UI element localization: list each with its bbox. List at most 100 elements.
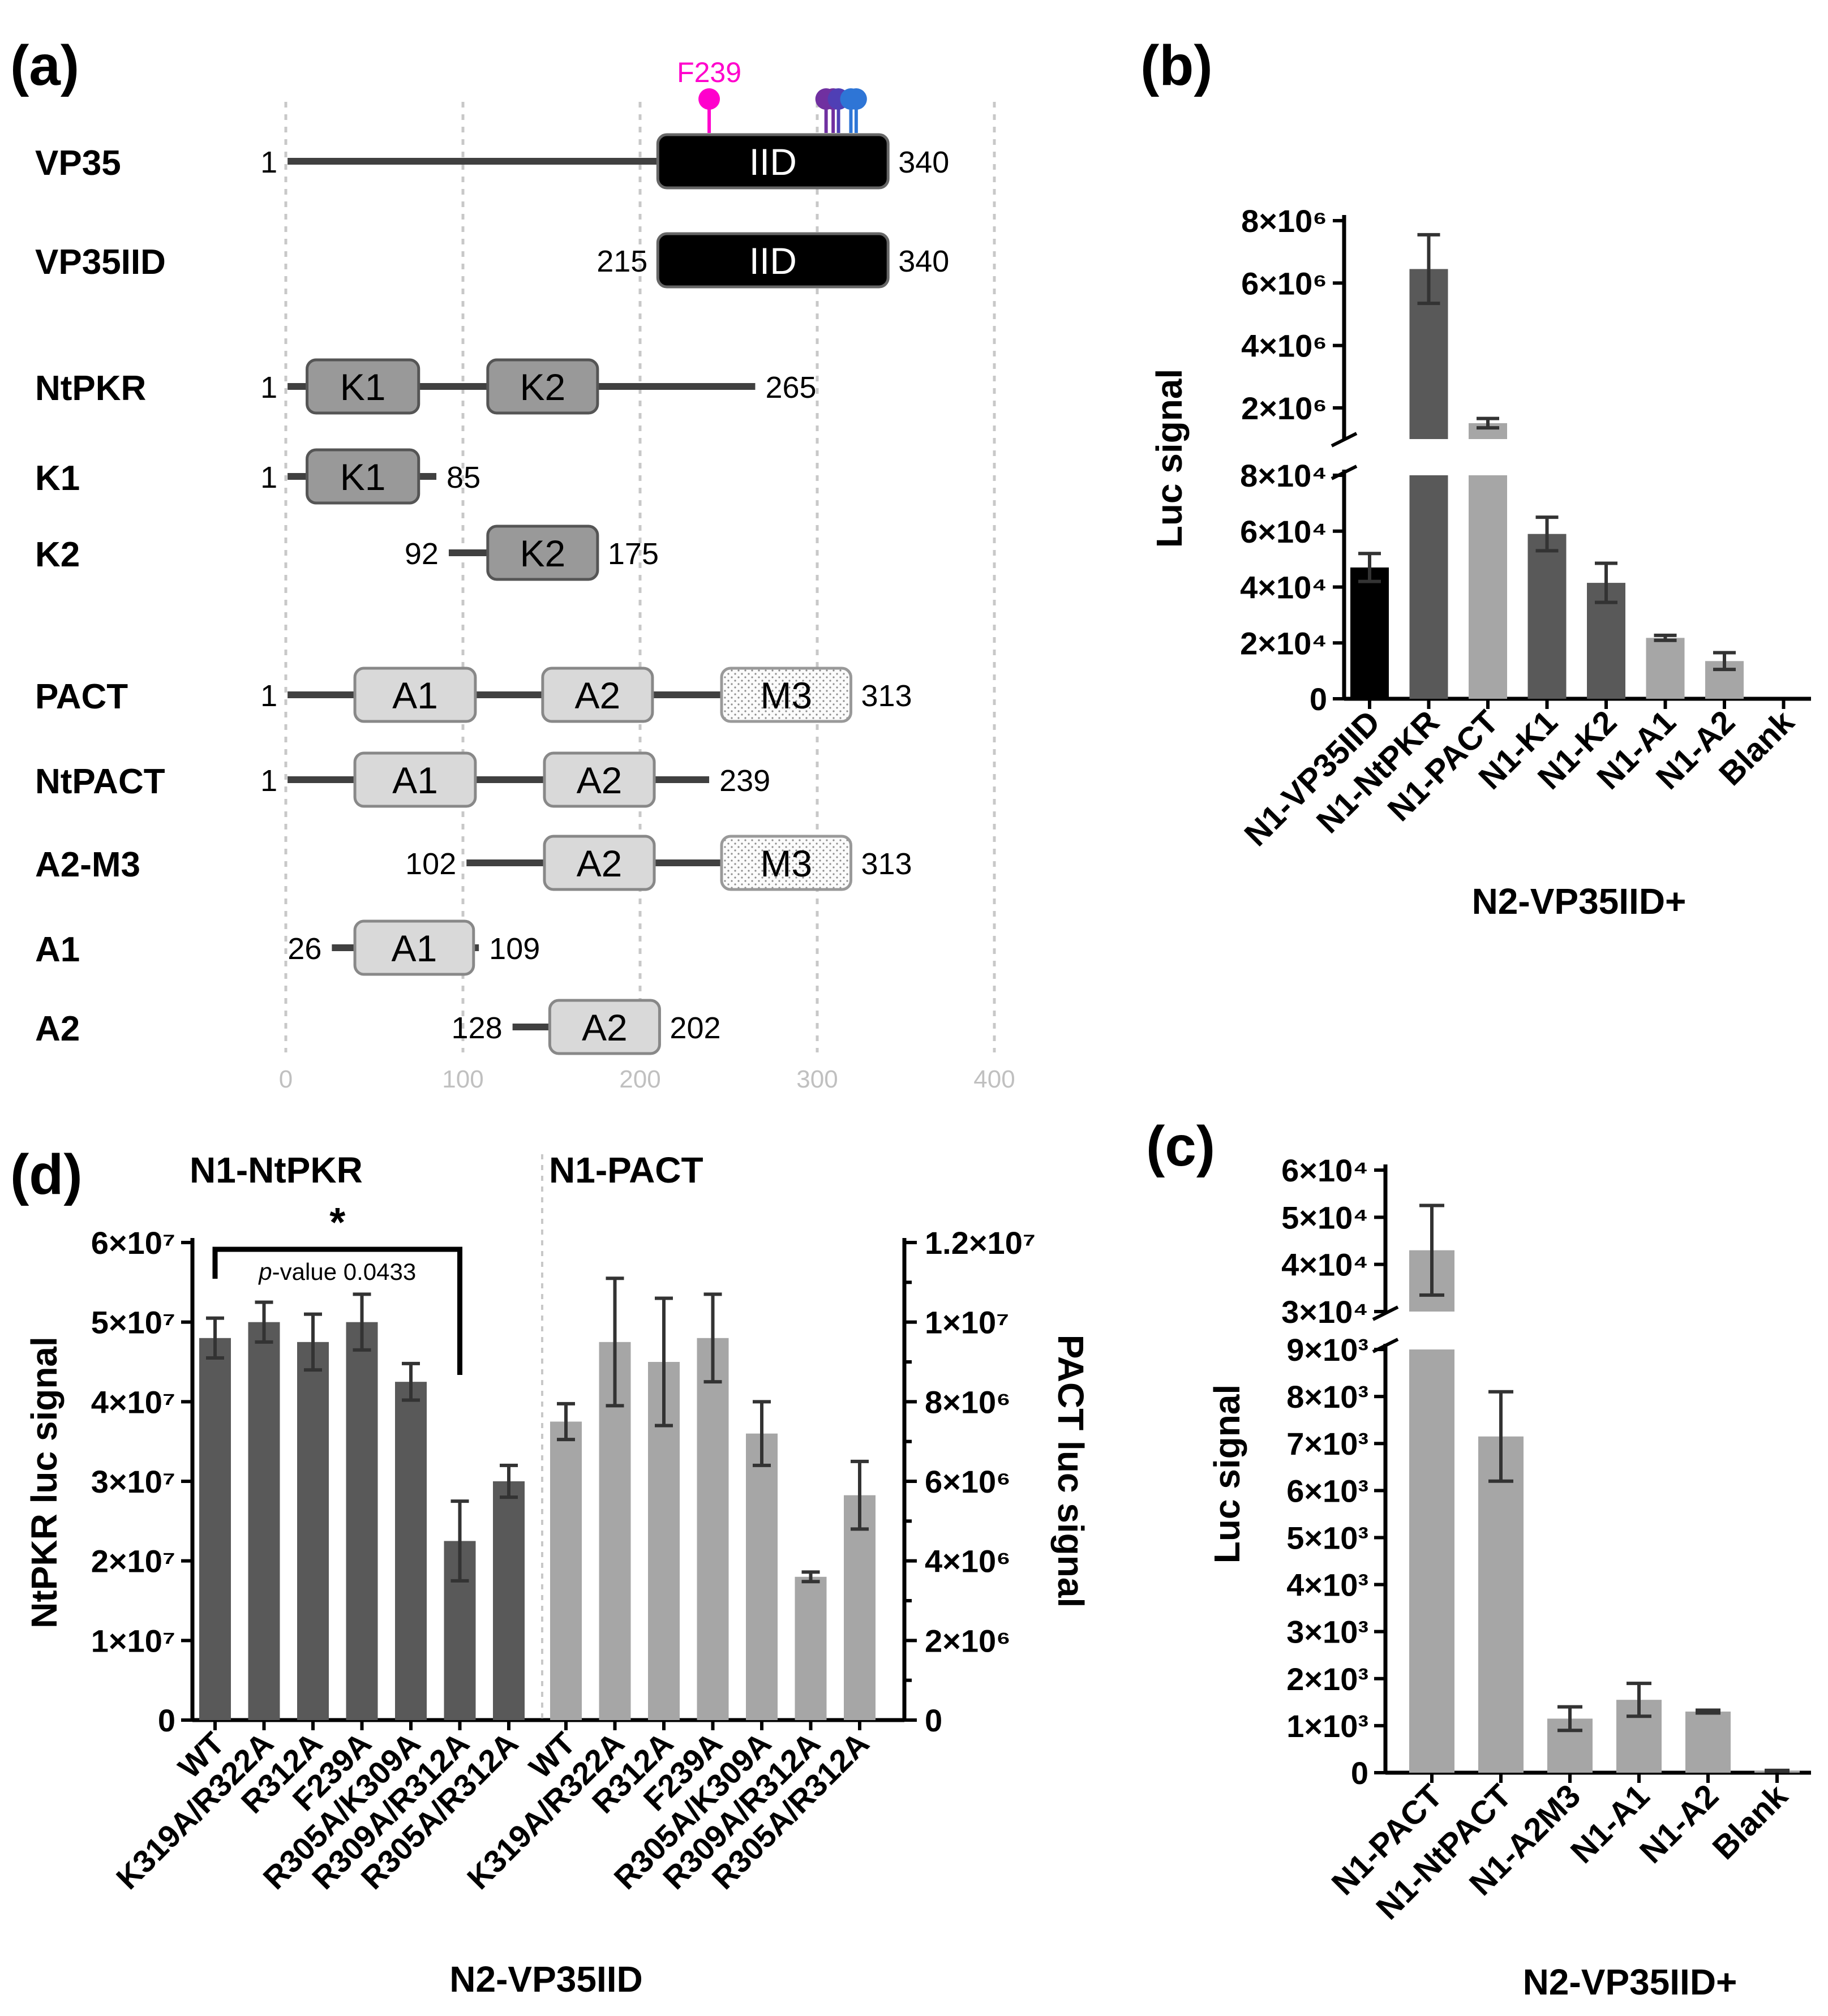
construct-start-label: 1 bbox=[260, 764, 277, 798]
domain-label: A1 bbox=[392, 759, 438, 801]
bar bbox=[395, 1382, 427, 1720]
bar-lower-segment bbox=[1409, 1349, 1454, 1773]
construct-end-label: 202 bbox=[670, 1011, 720, 1045]
bar bbox=[199, 1338, 231, 1720]
y-tick-label: 0 bbox=[1310, 681, 1327, 717]
domain-box bbox=[656, 133, 890, 190]
domain-box bbox=[306, 448, 420, 505]
domain-label: A2 bbox=[575, 674, 621, 716]
domain-box bbox=[353, 751, 477, 808]
y-tick-label: 6×10⁶ bbox=[1241, 265, 1327, 301]
y-tick-label: 4×10³ bbox=[1286, 1567, 1368, 1603]
residue-pin-head bbox=[698, 88, 720, 110]
y-tick-label-right: 1.2×10⁷ bbox=[925, 1225, 1036, 1261]
panel-c-bar-chart: 0 1×10³ 2×10³ 3×10³ 4×10³ 5×10³ 6×10³ 7×10³ 8×10… bbox=[1207, 1153, 1811, 2002]
y-tick-label: 6×10⁴ bbox=[1281, 1153, 1368, 1188]
bar bbox=[346, 1322, 378, 1720]
y-tick-label-right: 2×10⁶ bbox=[925, 1623, 1011, 1658]
bar bbox=[1646, 638, 1685, 699]
domain-box bbox=[720, 835, 852, 891]
y-tick-label-left: 5×10⁷ bbox=[91, 1305, 175, 1340]
y-tick-label: 0 bbox=[1351, 1755, 1368, 1791]
domain-box bbox=[486, 358, 599, 415]
y-tick-label: 7×10³ bbox=[1286, 1426, 1368, 1462]
construct-end-label: 340 bbox=[898, 145, 949, 179]
construct-start-label: 92 bbox=[405, 537, 439, 571]
y-tick-label-right: 0 bbox=[925, 1703, 942, 1738]
x-tick-label: Blank bbox=[1706, 1777, 1795, 1867]
y-tick-label: 6×10⁴ bbox=[1240, 514, 1327, 549]
y-tick-label-left: 3×10⁷ bbox=[91, 1464, 175, 1499]
domain-label: K2 bbox=[520, 532, 565, 574]
axis-tick-label: 100 bbox=[442, 1065, 483, 1093]
y-tick-label: 5×10³ bbox=[1286, 1520, 1368, 1555]
panel-label-b: (b) bbox=[1140, 34, 1213, 97]
significance-star: * bbox=[329, 1200, 345, 1245]
y-axis-title: Luc signal bbox=[1207, 1385, 1247, 1564]
domain-box bbox=[656, 232, 890, 289]
y-tick-label: 4×10⁴ bbox=[1240, 570, 1327, 605]
construct-start-label: 1 bbox=[260, 371, 277, 405]
y-tick-label-right: 4×10⁶ bbox=[925, 1544, 1011, 1579]
domain-box bbox=[548, 999, 661, 1055]
domain-box bbox=[543, 751, 656, 808]
domain-box bbox=[720, 667, 852, 723]
bar-lower-segment bbox=[1469, 475, 1507, 699]
y-tick-label: 8×10³ bbox=[1286, 1379, 1368, 1415]
y-tick-label-left: 1×10⁷ bbox=[91, 1623, 175, 1658]
construct-name: K1 bbox=[35, 459, 80, 498]
group-header: N1-NtPKR bbox=[190, 1150, 363, 1190]
y-tick-label-left: 0 bbox=[158, 1703, 175, 1738]
bar bbox=[1478, 1436, 1524, 1773]
axis-tick-label: 200 bbox=[619, 1065, 660, 1093]
x-axis-title: N2-VP35IID bbox=[449, 1959, 642, 2000]
y-tick-label: 2×10⁴ bbox=[1240, 625, 1327, 661]
bar bbox=[1350, 567, 1389, 699]
construct-end-label: 85 bbox=[447, 461, 480, 495]
construct-start-label: 26 bbox=[287, 932, 321, 966]
axis-break-mark bbox=[1331, 432, 1358, 448]
construct-end-label: 265 bbox=[765, 371, 816, 405]
domain-label: K1 bbox=[340, 366, 386, 408]
domain-label: A1 bbox=[392, 927, 437, 969]
domain-label: A1 bbox=[392, 674, 438, 716]
bar bbox=[248, 1322, 280, 1720]
domain-box bbox=[353, 667, 477, 723]
construct-end-label: 239 bbox=[719, 764, 770, 798]
construct-end-label: 109 bbox=[489, 932, 540, 966]
y-tick-label: 2×10³ bbox=[1286, 1661, 1368, 1697]
bar bbox=[795, 1576, 827, 1720]
construct-name: A2 bbox=[35, 1009, 80, 1048]
bar bbox=[746, 1433, 778, 1720]
construct-name: NtPACT bbox=[35, 762, 165, 801]
construct-start-label: 1 bbox=[260, 461, 277, 495]
domain-label: M3 bbox=[760, 842, 812, 884]
bar bbox=[697, 1338, 729, 1720]
y-tick-label: 4×10⁴ bbox=[1281, 1247, 1368, 1283]
bar-lower-segment bbox=[1409, 475, 1448, 699]
y-tick-label: 3×10³ bbox=[1286, 1614, 1368, 1650]
axis-tick-label: 300 bbox=[796, 1065, 838, 1093]
construct-start-label: 102 bbox=[405, 847, 456, 881]
construct-name: K2 bbox=[35, 535, 80, 574]
significance-bracket bbox=[212, 1246, 462, 1375]
construct-name: VP35IID bbox=[35, 243, 166, 282]
axis-tick-label: 0 bbox=[279, 1065, 293, 1093]
domain-label: A2 bbox=[582, 1007, 628, 1048]
domain-box bbox=[353, 919, 475, 976]
construct-name: A2-M3 bbox=[35, 845, 140, 884]
y-tick-label: 9×10³ bbox=[1286, 1332, 1368, 1368]
domain-label: A2 bbox=[577, 759, 623, 801]
construct-name: VP35 bbox=[35, 144, 121, 183]
domain-label: K2 bbox=[520, 366, 565, 408]
y-tick-label: 5×10⁴ bbox=[1281, 1200, 1368, 1235]
y-tick-label-left: 6×10⁷ bbox=[91, 1225, 175, 1261]
x-tick-label: N1-A1 bbox=[1564, 1777, 1657, 1870]
construct-end-label: 313 bbox=[861, 847, 912, 881]
x-tick-label: N1-A2 bbox=[1633, 1777, 1726, 1870]
construct-end-label: 175 bbox=[608, 537, 659, 571]
construct-end-label: 313 bbox=[861, 679, 912, 713]
domain-label: M3 bbox=[760, 674, 812, 716]
p-value-label: p-value 0.0433 bbox=[258, 1258, 416, 1285]
